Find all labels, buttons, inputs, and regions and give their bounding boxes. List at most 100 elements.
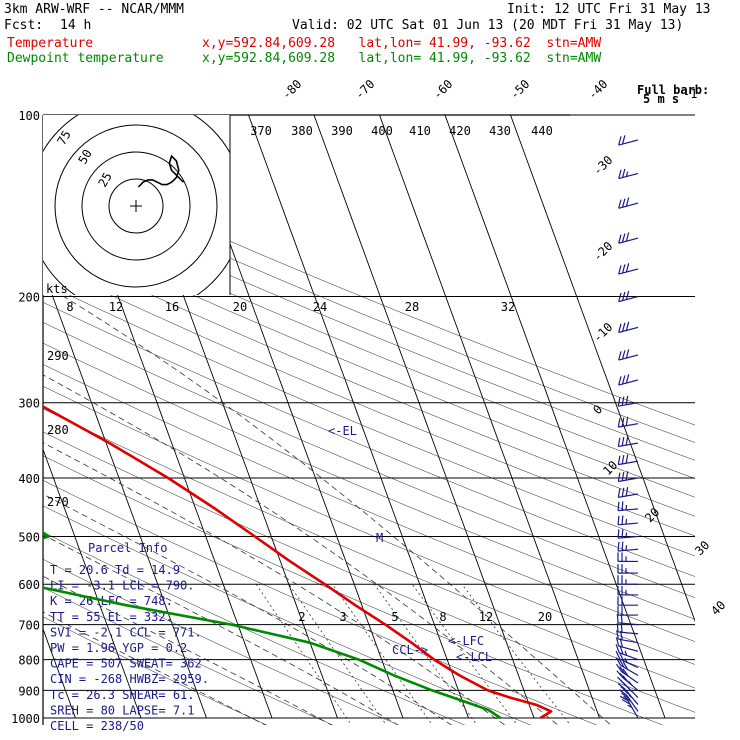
hodograph-trace — [137, 154, 185, 188]
theta-e-label: 280 — [47, 423, 69, 437]
wind-barb-flag — [619, 672, 627, 681]
wind-barb-flag — [621, 135, 626, 145]
moist-adiabat — [43, 611, 267, 725]
isotherm-line — [182, 115, 404, 719]
wind-barb — [617, 487, 639, 498]
el-marker: <-EL — [328, 424, 357, 438]
dry-adiabat — [43, 342, 695, 620]
wind-barb-flag — [618, 689, 627, 696]
wind-barb-flag — [621, 699, 631, 705]
isotherm-line — [0, 115, 10, 718]
wind-barb — [617, 501, 639, 512]
isotherm-line — [43, 448, 142, 719]
wind-barb — [617, 552, 639, 563]
theta-label: 420 — [449, 124, 471, 138]
wind-barb — [615, 657, 639, 676]
pressure-tick-label: 900 — [18, 684, 40, 698]
wind-barb-flag — [621, 350, 626, 360]
wind-barb — [616, 670, 639, 691]
pressure-tick-label: 200 — [18, 291, 40, 305]
wind-barb-flag — [617, 418, 621, 428]
wind-barb — [618, 263, 639, 275]
wind-barb-flag — [615, 637, 620, 647]
m-marker: M — [376, 531, 383, 545]
theta-e-label: 270 — [47, 495, 69, 509]
wind-barb-flag — [625, 232, 630, 242]
isotherm-line — [379, 115, 600, 719]
wind-barb-half-flag — [627, 704, 633, 709]
wind-barb-staff — [618, 202, 639, 209]
wind-barb — [616, 623, 639, 635]
mixing-ratio-label: 20 — [538, 610, 552, 624]
dry-adiabat — [43, 302, 695, 577]
isotherm-line — [43, 268, 207, 719]
wind-barb-flag — [617, 515, 620, 525]
wind-barb-staff — [618, 477, 639, 483]
isotherm-label: 30 — [692, 538, 712, 558]
mixing-ratio-label: 3 — [339, 610, 346, 624]
wind-barb-flag — [617, 488, 621, 498]
dry-adiabat — [43, 208, 695, 479]
wind-barb-flag — [617, 472, 621, 482]
wind-barb — [617, 515, 639, 526]
dewpoint-location-info: x,y=592.84,609.28 lat,lon= 41.99, -93.62… — [202, 51, 602, 66]
wind-barb-staff — [618, 139, 639, 146]
dry-adiabat — [43, 263, 695, 537]
barb-legend-units: 5 m s — [643, 92, 679, 106]
wind-barb — [617, 416, 639, 428]
wind-barb — [617, 436, 639, 448]
isotherm-line — [51, 115, 273, 719]
hodograph-units-label: kts — [46, 282, 68, 296]
wind-barb-flag — [625, 263, 630, 273]
pressure-tick-label: 300 — [18, 397, 40, 411]
wind-barb-staff — [618, 402, 639, 407]
wind-barb-staff — [618, 548, 639, 552]
pressure-tick-label: 800 — [18, 654, 40, 668]
wind-barb-flag — [616, 670, 624, 678]
dry-adiabat — [43, 587, 334, 725]
moist-adiabat — [63, 296, 612, 725]
wind-barb-flag — [621, 515, 624, 525]
wind-barb-flag — [625, 349, 630, 359]
hodograph-ring-label: 75 — [54, 128, 73, 148]
dry-adiabat — [43, 364, 695, 642]
wind-barb-flag — [621, 471, 625, 481]
theta-e-label: 290 — [47, 349, 69, 363]
isotherm-label: 10 — [600, 458, 620, 478]
mixing-ratio-label: 20 — [233, 300, 247, 314]
isotherm-line — [444, 115, 666, 719]
hodograph-ring — [108, 178, 164, 234]
wind-barb-flag — [623, 695, 632, 702]
wind-barb-flag — [620, 686, 629, 693]
dry-adiabat — [43, 157, 695, 426]
temperature-profile-line — [43, 405, 553, 720]
mixing-ratio-line — [332, 583, 433, 725]
barb-legend-exponent: -1 — [683, 87, 697, 101]
lfc-marker: <-LFC — [448, 634, 484, 648]
wind-barb-staff — [618, 622, 639, 626]
wind-barb-flag — [622, 675, 630, 684]
wind-barb-flag — [625, 321, 630, 331]
wind-barb-half-flag — [625, 545, 628, 551]
wind-barb-staff — [618, 379, 639, 386]
wind-barb-flag — [617, 397, 621, 407]
wind-barb-half-flag — [625, 504, 628, 510]
isotherm-label: 0 — [590, 402, 605, 417]
temperature-location-info: x,y=592.84,609.28 lat,lon= 41.99, -93.62… — [202, 36, 602, 51]
theta-label: 410 — [409, 124, 431, 138]
wind-barb-flag — [617, 529, 620, 539]
dry-adiabat — [43, 244, 695, 517]
wind-barb-flag — [618, 351, 622, 361]
parcel-info-row: CAPE = 507 SWEAT= 362 — [50, 657, 202, 671]
theta-label: 400 — [371, 124, 393, 138]
wind-barb-half-flag — [628, 687, 633, 693]
wind-barb-flag — [621, 454, 625, 465]
isotherm-label: -30 — [590, 153, 615, 178]
wind-barb-staff — [618, 508, 639, 512]
dry-adiabat — [43, 282, 695, 557]
wind-barb-flag — [625, 436, 629, 446]
isotherm-label: -60 — [430, 77, 455, 102]
wind-barb-flag — [617, 501, 620, 511]
wind-barb-flag — [625, 471, 629, 481]
